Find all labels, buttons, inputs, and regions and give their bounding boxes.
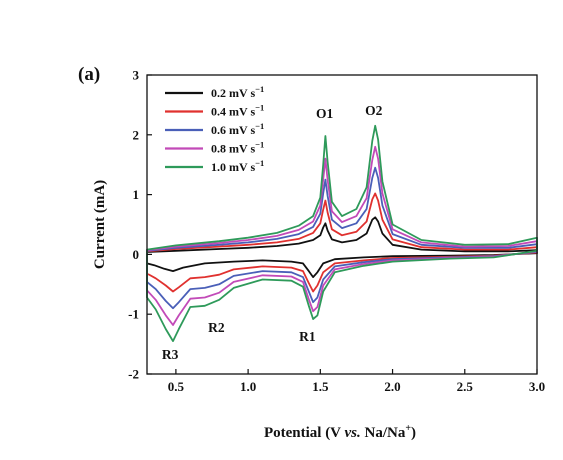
- x-axis-title: Potential (V vs. Na/Na+): [264, 423, 416, 441]
- y-tick-label: 3: [133, 68, 140, 83]
- x-tick-label: 0.5: [168, 379, 185, 394]
- x-axis-title-sup: +: [405, 423, 411, 434]
- legend-entry: 0.8 mV s−1: [211, 140, 264, 156]
- cv-curve: [146, 166, 538, 310]
- legend-entry: 0.2 mV s−1: [211, 84, 264, 100]
- legend-entry: 1.0 mV s−1: [211, 158, 264, 174]
- legend-entry: 0.6 mV s−1: [211, 121, 264, 137]
- cv-curve: [146, 124, 538, 342]
- peak-label: O2: [365, 103, 383, 118]
- y-tick-label: 2: [133, 127, 140, 142]
- x-tick-label: 1.5: [312, 379, 329, 394]
- peak-label: R3: [162, 347, 179, 362]
- x-axis-title-part: ): [411, 425, 416, 441]
- plot-curves: [146, 124, 538, 342]
- legend-entry: 0.4 mV s−1: [211, 103, 264, 119]
- peak-annotations: O1 O2 R1 R2 R3: [162, 103, 383, 362]
- y-tick-label: -2: [128, 367, 139, 382]
- cv-curve: [146, 216, 538, 278]
- y-axis-title: Current (mA): [92, 180, 108, 269]
- axis-ticks: 0.5 1.0 1.5 2.0 2.5 3.0 -2 -1 0 1 2 3: [128, 68, 545, 395]
- y-tick-label: -1: [128, 307, 139, 322]
- x-axis-title-part: Na/Na: [361, 425, 406, 441]
- y-tick-label: 0: [133, 247, 140, 262]
- plot-frame: [146, 74, 538, 375]
- x-axis-title-part: Potential (V: [264, 425, 345, 441]
- peak-label: O1: [316, 106, 334, 121]
- peak-label: R1: [299, 329, 316, 344]
- peak-label: R2: [208, 320, 225, 335]
- x-tick-label: 2.0: [384, 379, 400, 394]
- x-tick-label: 2.5: [457, 379, 474, 394]
- panel-label: (a): [78, 64, 100, 85]
- y-tick-label: 1: [133, 187, 140, 202]
- x-axis-title-vs: vs.: [345, 425, 361, 441]
- x-tick-label: 3.0: [529, 379, 545, 394]
- x-tick-label: 1.0: [240, 379, 256, 394]
- legend: 0.2 mV s−1 0.4 mV s−1 0.6 mV s−1 0.8 mV s−1…: [165, 84, 264, 174]
